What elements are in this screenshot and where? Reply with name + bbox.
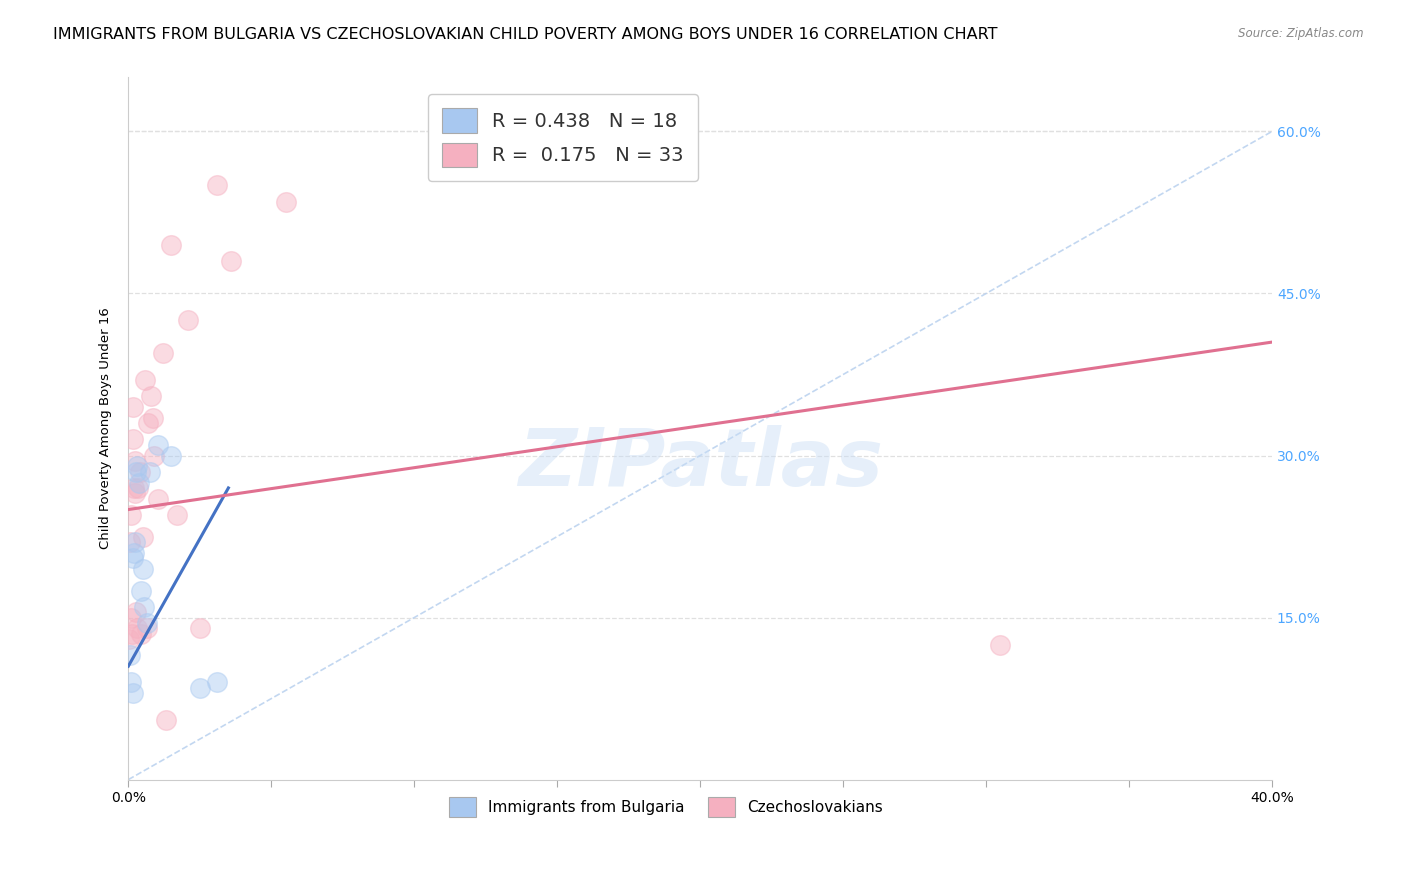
Point bbox=[148, 438, 170, 452]
Point bbox=[141, 389, 163, 403]
Point bbox=[122, 551, 145, 566]
Point bbox=[160, 238, 183, 252]
Point bbox=[138, 416, 160, 430]
Point bbox=[118, 535, 141, 549]
Point bbox=[129, 627, 152, 641]
Point bbox=[121, 400, 143, 414]
Point bbox=[274, 194, 297, 209]
Point bbox=[152, 346, 174, 360]
Point bbox=[148, 491, 170, 506]
Point bbox=[122, 546, 145, 560]
Point bbox=[988, 638, 1011, 652]
Point bbox=[131, 562, 153, 576]
Point bbox=[125, 621, 148, 635]
Point bbox=[125, 605, 148, 619]
Point bbox=[124, 486, 146, 500]
Point bbox=[177, 313, 200, 327]
Point bbox=[128, 475, 150, 490]
Point bbox=[121, 686, 143, 700]
Point bbox=[132, 599, 155, 614]
Point bbox=[135, 615, 157, 630]
Text: ZIPatlas: ZIPatlas bbox=[517, 425, 883, 502]
Point bbox=[205, 178, 228, 193]
Point bbox=[134, 373, 156, 387]
Y-axis label: Child Poverty Among Boys Under 16: Child Poverty Among Boys Under 16 bbox=[100, 308, 112, 549]
Text: Source: ZipAtlas.com: Source: ZipAtlas.com bbox=[1239, 27, 1364, 40]
Point bbox=[155, 713, 177, 727]
Point bbox=[120, 508, 142, 522]
Text: IMMIGRANTS FROM BULGARIA VS CZECHOSLOVAKIAN CHILD POVERTY AMONG BOYS UNDER 16 CO: IMMIGRANTS FROM BULGARIA VS CZECHOSLOVAK… bbox=[53, 27, 998, 42]
Point bbox=[124, 454, 146, 468]
Point bbox=[142, 410, 165, 425]
Point bbox=[143, 449, 166, 463]
Point bbox=[128, 465, 150, 479]
Point bbox=[122, 481, 145, 495]
Point bbox=[205, 675, 228, 690]
Point bbox=[125, 459, 148, 474]
Point bbox=[219, 254, 242, 268]
Point bbox=[118, 632, 141, 647]
Point bbox=[160, 449, 183, 463]
Point bbox=[166, 508, 188, 522]
Legend: Immigrants from Bulgaria, Czechoslovakians: Immigrants from Bulgaria, Czechoslovakia… bbox=[441, 789, 891, 824]
Point bbox=[120, 610, 142, 624]
Point bbox=[131, 530, 153, 544]
Point bbox=[121, 627, 143, 641]
Point bbox=[188, 621, 211, 635]
Point bbox=[118, 648, 141, 663]
Point bbox=[127, 481, 149, 495]
Point bbox=[188, 681, 211, 695]
Point bbox=[125, 465, 148, 479]
Point bbox=[139, 465, 162, 479]
Point bbox=[129, 583, 152, 598]
Point bbox=[120, 675, 142, 690]
Point bbox=[124, 535, 146, 549]
Point bbox=[135, 621, 157, 635]
Point bbox=[122, 433, 145, 447]
